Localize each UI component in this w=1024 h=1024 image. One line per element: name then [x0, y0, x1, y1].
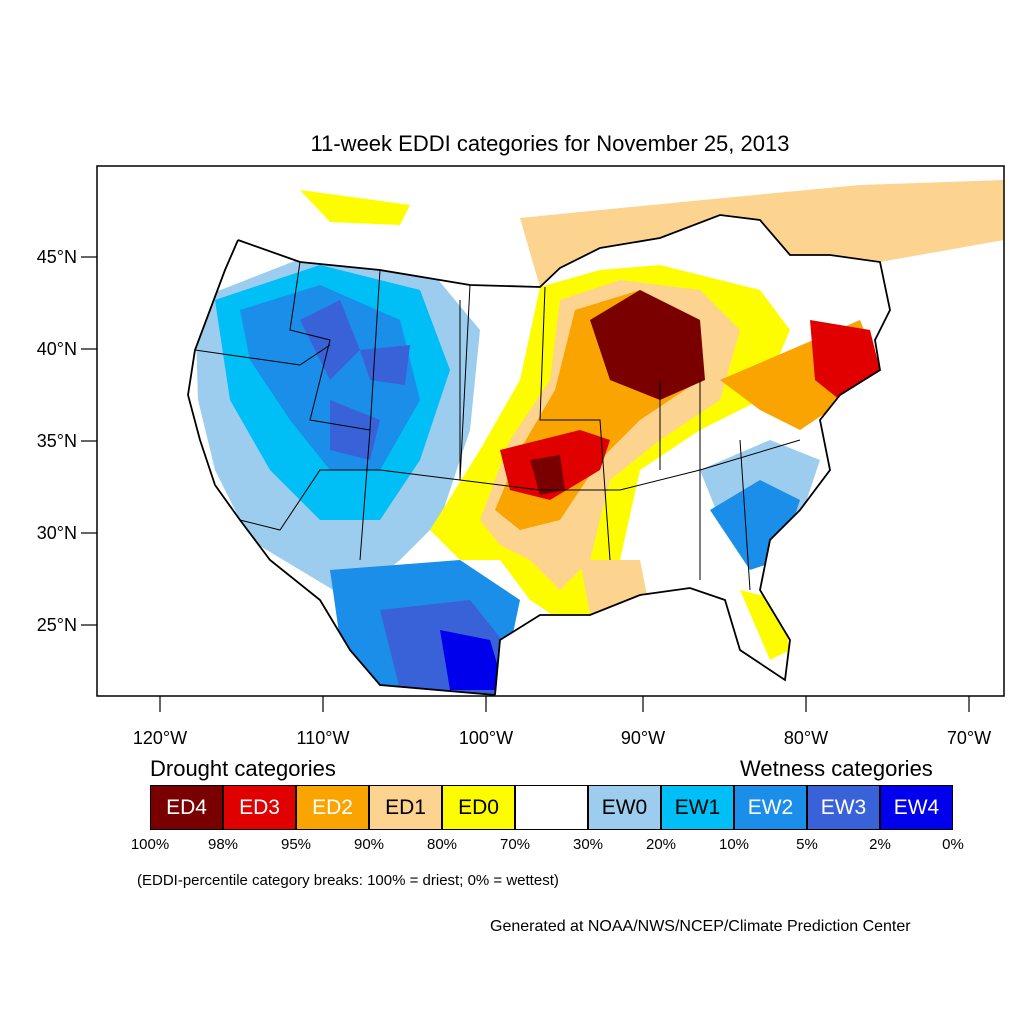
legend-break-label: 98% — [207, 836, 239, 853]
texas-ew4 — [440, 630, 505, 690]
lat-label-25: 25°N — [36, 615, 77, 635]
legend-box-ed1: ED1 — [369, 785, 442, 830]
lon-label-110: 110°W — [296, 728, 350, 748]
legend-break-label: 30% — [572, 836, 604, 853]
legend-break-label: 0% — [942, 836, 964, 853]
legend-box-ew4: EW4 — [880, 785, 953, 830]
plains-ed4 — [530, 455, 565, 495]
map-frame — [96, 165, 1005, 697]
lat-label-40: 40°N — [36, 339, 77, 359]
legend-box-ed0: ED0 — [442, 785, 515, 830]
legend-break-label: 95% — [280, 836, 312, 853]
legend-box-ew1: EW1 — [661, 785, 734, 830]
west-ew3-b — [360, 345, 410, 385]
map-title: 11-week EDDI categories for November 25,… — [310, 131, 790, 156]
wetness-heading: Wetness categories — [740, 756, 933, 781]
legend-break-label: 20% — [645, 836, 677, 853]
lat-label-30: 30°N — [36, 523, 77, 543]
legend-box-ew0: EW0 — [588, 785, 661, 830]
lon-label-90: 90°W — [620, 728, 666, 748]
great-lakes-ed4 — [590, 290, 705, 400]
legend-box-ed4: ED4 — [150, 785, 223, 830]
credit-line: Generated at NOAA/NWS/NCEP/Climate Predi… — [490, 918, 911, 935]
gulf-ed1 — [580, 560, 650, 615]
legend-box-neutral — [515, 785, 588, 830]
legend-box-ew3: EW3 — [807, 785, 880, 830]
legend-break-label: 80% — [426, 836, 458, 853]
canada-west-ed0 — [300, 190, 410, 225]
legend-break-label: 100% — [130, 836, 170, 853]
legend-note: (EDDI-percentile category breaks: 100% =… — [137, 872, 559, 889]
legend-break-label: 90% — [353, 836, 385, 853]
legend-box-ew2: EW2 — [734, 785, 807, 830]
legend-break-label: 2% — [869, 836, 891, 853]
legend-box-ed2: ED2 — [296, 785, 369, 830]
legend-break-label: 5% — [796, 836, 818, 853]
legend-break-label: 70% — [499, 836, 531, 853]
axis-ticks — [81, 256, 970, 712]
canada-west — [220, 180, 520, 270]
west-ew3-c — [330, 400, 380, 460]
lat-label-45: 45°N — [36, 247, 77, 267]
legend-break-label: 10% — [718, 836, 750, 853]
lon-label-120: 120°W — [132, 728, 188, 748]
lon-label-100: 100°W — [458, 728, 514, 748]
drought-heading: Drought categories — [150, 756, 336, 781]
lat-label-35: 35°N — [36, 431, 77, 451]
map-field — [187, 180, 1004, 696]
lon-label-80: 80°W — [783, 728, 829, 748]
boundaries — [187, 214, 891, 696]
legend-box-ed3: ED3 — [223, 785, 296, 830]
lon-label-70: 70°W — [946, 728, 992, 748]
